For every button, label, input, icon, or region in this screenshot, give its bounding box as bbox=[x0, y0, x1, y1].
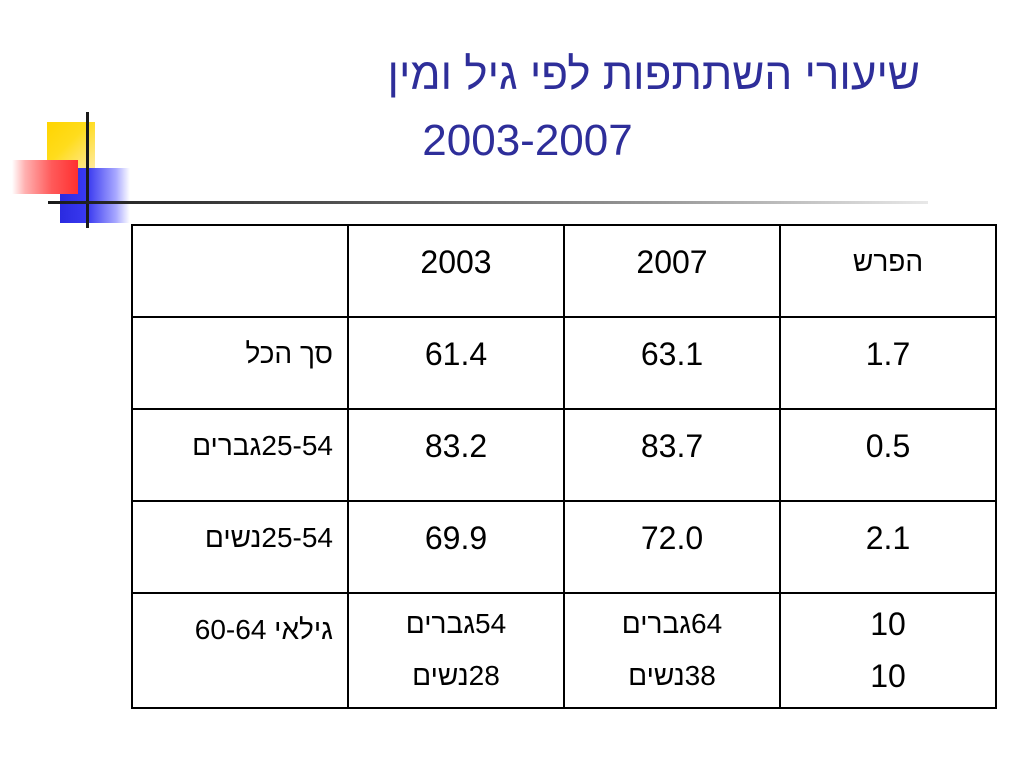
value-women: 10 bbox=[870, 658, 906, 694]
header-cell-2007: 2007 bbox=[563, 224, 781, 318]
row-label-cell: 25-54נשים bbox=[131, 500, 349, 594]
decor-red-square bbox=[12, 160, 78, 194]
participation-table: 2003 2007 הפרש סך הכל 61.4 63.1 1.7 bbox=[131, 224, 997, 709]
value-cell-2003: 61.4 bbox=[347, 316, 565, 410]
table-row: 25-54גברים 83.2 83.7 0.5 bbox=[131, 408, 997, 502]
value-cell-diff: 2.1 bbox=[779, 500, 997, 594]
table-header-row: 2003 2007 הפרש bbox=[131, 224, 997, 318]
title-line-2: 2003-2007 bbox=[422, 116, 633, 165]
table-row: 25-54נשים 69.9 72.0 2.1 bbox=[131, 500, 997, 594]
row-label-cell: 25-54גברים bbox=[131, 408, 349, 502]
slide-title: שיעורי השתתפות לפי גיל ומין 2003-2007 bbox=[130, 42, 920, 174]
value-men: 64גברים bbox=[621, 608, 723, 639]
value-cell-diff: 1.7 bbox=[779, 316, 997, 410]
header-cell-diff: הפרש bbox=[779, 224, 997, 318]
value-cell-diff: 10 10 bbox=[779, 592, 997, 709]
table-row: סך הכל 61.4 63.1 1.7 bbox=[131, 316, 997, 410]
value-women: 38נשים bbox=[628, 660, 716, 691]
value-cell-2003: 69.9 bbox=[347, 500, 565, 594]
value-cell-2007: 83.7 bbox=[563, 408, 781, 502]
row-label-cell: סך הכל bbox=[131, 316, 349, 410]
decor-vertical-line bbox=[86, 112, 89, 228]
value-women: 28נשים bbox=[412, 660, 500, 691]
row-label-cell: גילאי 60-64 bbox=[131, 592, 349, 709]
header-cell-label bbox=[131, 224, 349, 318]
header-cell-2003: 2003 bbox=[347, 224, 565, 318]
value-cell-2003: 83.2 bbox=[347, 408, 565, 502]
value-cell-2007: 63.1 bbox=[563, 316, 781, 410]
value-cell-diff: 0.5 bbox=[779, 408, 997, 502]
value-men: 10 bbox=[870, 606, 906, 642]
value-cell-2007: 64גברים 38נשים bbox=[563, 592, 781, 709]
title-line-1: שיעורי השתתפות לפי גיל ומין bbox=[387, 50, 920, 99]
value-men: 54גברים bbox=[405, 608, 507, 639]
title-underline bbox=[48, 201, 928, 204]
value-cell-2003: 54גברים 28נשים bbox=[347, 592, 565, 709]
value-cell-2007: 72.0 bbox=[563, 500, 781, 594]
table-row-age-60-64: גילאי 60-64 54גברים 28נשים 64גברים 38נשי… bbox=[131, 592, 997, 709]
